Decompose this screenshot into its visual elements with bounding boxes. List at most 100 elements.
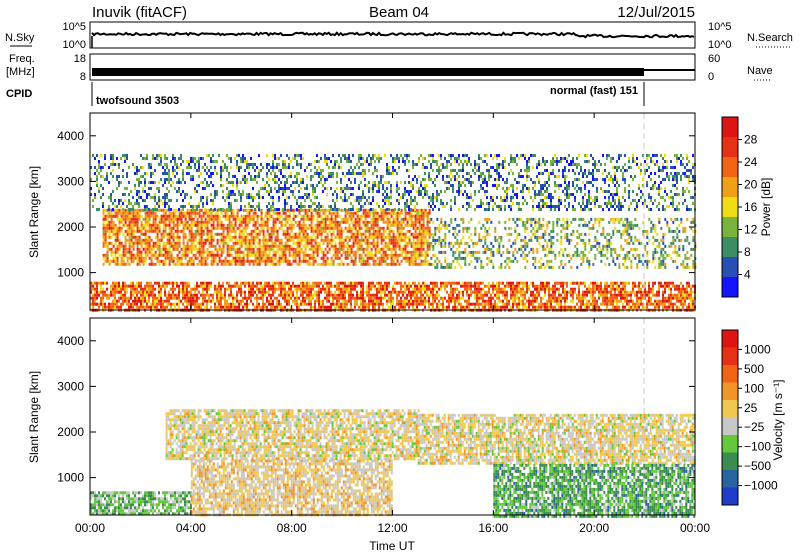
echo-cell (262, 299, 264, 303)
echo-cell (396, 244, 399, 248)
echo-cell (432, 284, 434, 288)
echo-cell (262, 223, 265, 227)
echo-cell (470, 302, 472, 306)
echo-cell (276, 302, 278, 306)
echo-cell (564, 287, 566, 291)
echo-cell (558, 281, 560, 285)
echo-cell (244, 244, 247, 248)
echo-cell (254, 235, 257, 239)
echo-cell (236, 214, 239, 218)
echo-cell (404, 256, 407, 260)
echo-cell (306, 296, 308, 300)
echo-cell (150, 208, 153, 212)
echo-cell (160, 302, 162, 306)
echo-cell (470, 287, 472, 291)
echo-cell (258, 256, 261, 260)
echo-cell (686, 284, 688, 288)
echo-cell (436, 305, 438, 309)
echo-cell (298, 229, 301, 233)
echo-cell (268, 226, 271, 230)
echo-cell (238, 256, 241, 260)
echo-cell (112, 250, 115, 254)
echo-cell (276, 296, 278, 300)
echo-cell (462, 220, 465, 224)
echo-cell (334, 220, 337, 224)
echo-cell (216, 247, 219, 251)
echo-cell (398, 211, 401, 215)
echo-cell (196, 247, 199, 251)
echo-cell (292, 241, 295, 245)
echo-cell (300, 259, 303, 263)
echo-cell (162, 232, 165, 236)
echo-cell (276, 250, 279, 254)
echo-cell (348, 211, 351, 215)
echo-cell (622, 296, 624, 300)
echo-cell (150, 247, 153, 251)
echo-cell (302, 226, 305, 230)
echo-cell (194, 284, 196, 288)
echo-cell (548, 305, 550, 309)
echo-cell (534, 220, 537, 224)
echo-cell (648, 299, 650, 303)
echo-cell (522, 281, 524, 285)
echo-cell (198, 250, 201, 254)
echo-cell (212, 250, 215, 254)
echo-cell (540, 235, 543, 239)
echo-cell (530, 281, 532, 285)
echo-cell (628, 299, 630, 303)
echo-cell (218, 214, 221, 218)
echo-cell (128, 232, 131, 236)
echo-cell (232, 235, 235, 239)
echo-cell (256, 241, 259, 245)
echo-cell (214, 214, 217, 218)
echo-cell (528, 238, 531, 242)
echo-cell (196, 211, 199, 215)
echo-cell (350, 235, 353, 239)
echo-cell (214, 232, 217, 236)
echo-cell (428, 244, 431, 248)
echo-cell (426, 217, 429, 221)
echo-cell (614, 305, 616, 309)
echo-cell (310, 235, 313, 239)
echo-cell (626, 290, 628, 294)
echo-cell (252, 253, 255, 257)
echo-cell (344, 305, 346, 309)
echo-cell (140, 241, 143, 245)
echo-cell (402, 235, 405, 239)
echo-cell (248, 217, 251, 221)
echo-cell (304, 299, 306, 303)
echo-cell (190, 259, 193, 263)
echo-cell (406, 244, 409, 248)
echo-cell (354, 284, 356, 288)
echo-cell (164, 220, 167, 224)
echo-cell (264, 256, 267, 260)
echo-cell (204, 287, 206, 291)
echo-cell (538, 223, 541, 227)
echo-cell (356, 220, 359, 224)
echo-cell (258, 229, 261, 233)
echo-cell (326, 293, 328, 297)
echo-cell (104, 223, 107, 227)
echo-cell (500, 253, 503, 257)
echo-cell (260, 293, 262, 297)
echo-cell (368, 287, 370, 291)
echo-cell (110, 293, 112, 297)
echo-cell (216, 241, 219, 245)
echo-cell (282, 232, 285, 236)
echo-cell (118, 232, 121, 236)
echo-cell (330, 244, 333, 248)
echo-cell (302, 238, 305, 242)
echo-cell (304, 226, 307, 230)
echo-cell (296, 223, 299, 227)
echo-cell (258, 281, 260, 285)
echo-cell (426, 290, 428, 294)
echo-cell (280, 284, 282, 288)
echo-cell (350, 250, 353, 254)
echo-cell (264, 253, 267, 257)
echo-cell (166, 253, 169, 257)
echo-cell (212, 217, 215, 221)
echo-cell (690, 305, 692, 309)
echo-cell (428, 229, 431, 233)
echo-cell (426, 244, 429, 248)
echo-cell (140, 229, 143, 233)
